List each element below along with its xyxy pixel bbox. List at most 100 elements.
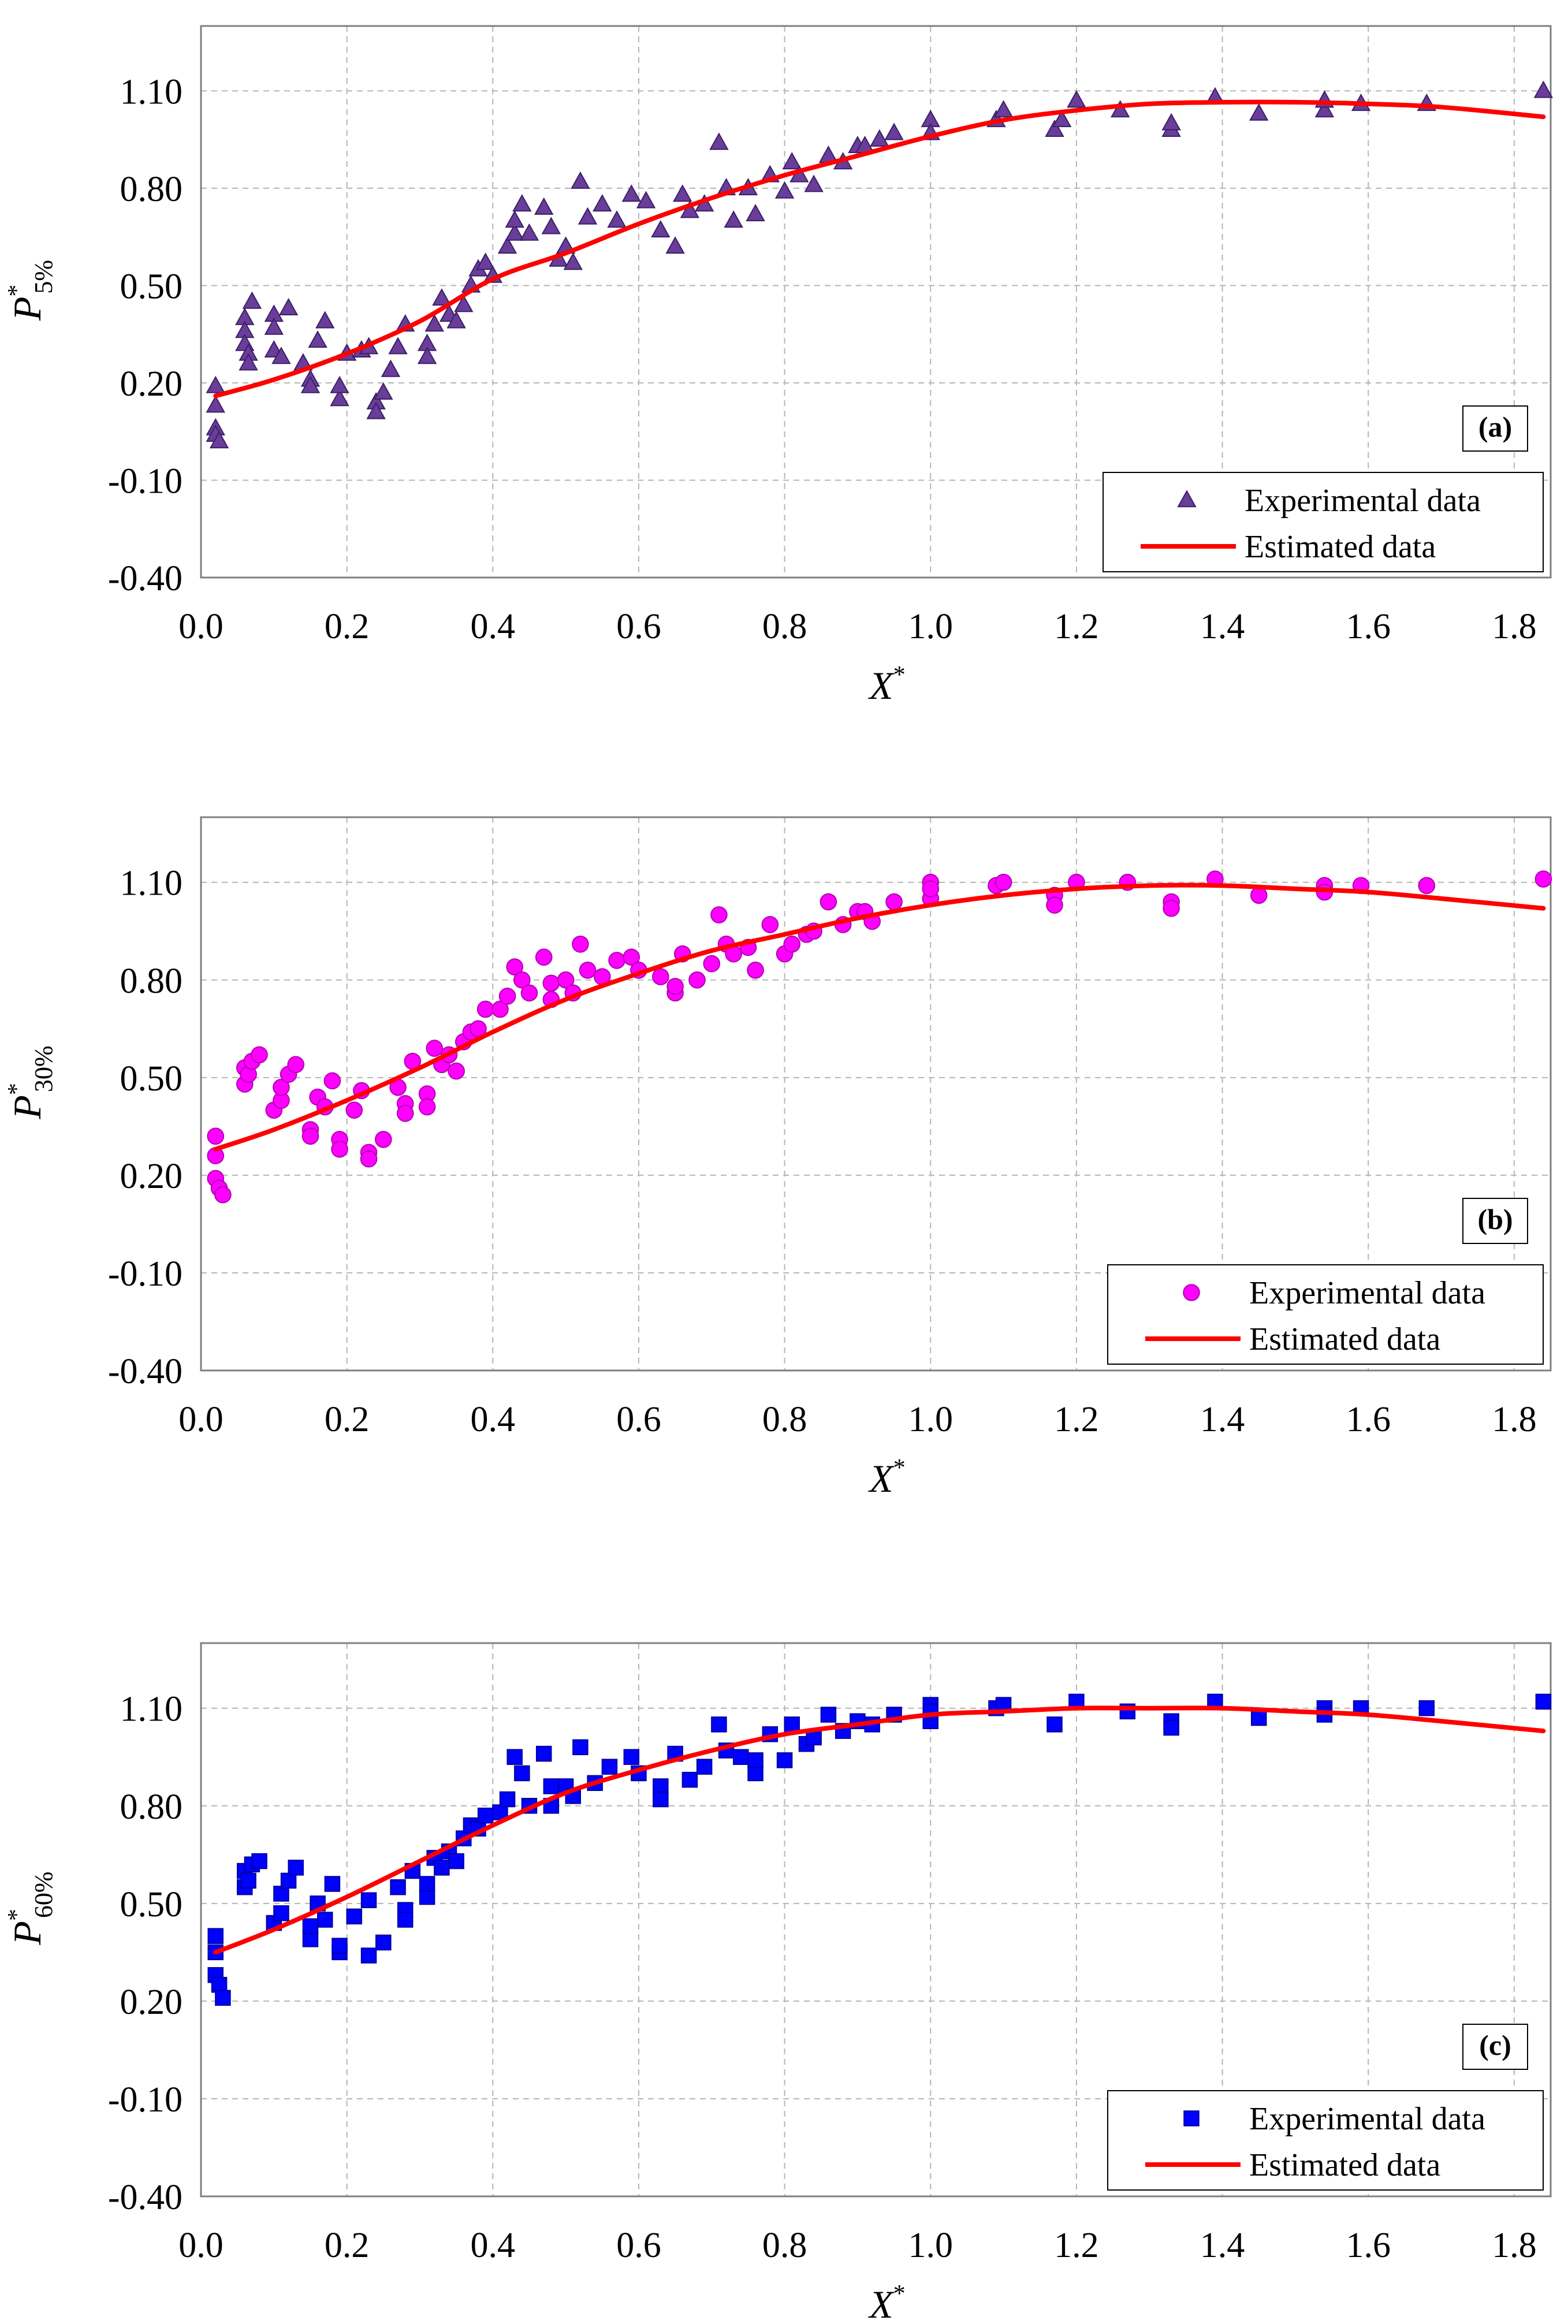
experimental-point [761, 916, 779, 933]
experimental-point [1161, 113, 1181, 131]
legend: Experimental data Estimated data [1107, 2090, 1544, 2191]
y-tick-label: 0.80 [120, 1787, 183, 1827]
experimental-point [623, 1749, 640, 1765]
experimental-point [514, 1765, 530, 1782]
x-axis-label-sup: * [893, 2281, 906, 2307]
x-tick-label: 1.6 [1346, 2226, 1391, 2265]
experimental-point [499, 1791, 516, 1808]
x-tick-label: 0.8 [762, 1400, 807, 1439]
legend-experimental-marker [1183, 2110, 1200, 2126]
x-tick-label: 0.4 [471, 1400, 516, 1439]
experimental-point [477, 1807, 494, 1824]
experimental-point [330, 389, 349, 407]
legend-box [1107, 2090, 1544, 2191]
x-tick-label: 0.6 [616, 1400, 661, 1439]
estimated-line [213, 1705, 1546, 1955]
experimental-point [332, 1938, 348, 1954]
experimental-point [434, 1860, 450, 1876]
experimental-point [381, 359, 401, 377]
experimental-point [397, 1912, 414, 1928]
legend-experimental-label: Experimental data [1249, 2101, 1485, 2137]
x-tick-label: 1.8 [1492, 607, 1537, 646]
x-tick-label: 1.4 [1200, 2226, 1245, 2265]
experimental-point [542, 974, 560, 992]
legend: Experimental data Estimated data [1107, 1264, 1544, 1365]
experimental-point [636, 191, 656, 208]
experimental-point [1535, 1693, 1552, 1710]
experimental-point [287, 1056, 305, 1074]
experimental-point [652, 968, 669, 985]
experimental-point [651, 220, 671, 238]
experimental-point [1250, 887, 1268, 904]
experimental-point [747, 1765, 763, 1782]
experimental-point [776, 1752, 793, 1768]
legend-experimental-marker [1177, 490, 1197, 508]
experimental-point [784, 1716, 800, 1733]
experimental-point [607, 210, 627, 228]
experimental-point [240, 1872, 256, 1889]
experimental-point [995, 873, 1012, 891]
experimental-point [273, 1078, 290, 1096]
x-tick-label: 0.4 [471, 607, 516, 646]
experimental-point [302, 1918, 319, 1935]
experimental-point [601, 1759, 618, 1775]
experimental-point [505, 210, 524, 228]
x-tick-label: 1.0 [908, 2226, 953, 2265]
experimental-point [366, 401, 386, 419]
experimental-point [207, 1127, 225, 1145]
experimental-series [206, 80, 1554, 449]
experimental-point [1046, 896, 1063, 914]
experimental-point [621, 184, 642, 202]
experimental-point [1046, 1716, 1063, 1733]
plot-area [200, 1642, 1552, 2198]
legend-experimental-marker [1183, 1284, 1200, 1301]
legend-estimated-label: Estimated data [1245, 529, 1436, 565]
experimental-point [653, 1791, 669, 1808]
experimental-point [666, 978, 684, 995]
experimental-point [747, 962, 764, 979]
y-axis-label-sup: * [3, 1909, 30, 1921]
panel-label-text: (b) [1477, 1203, 1513, 1235]
experimental-point [1067, 90, 1086, 108]
experimental-point [506, 1749, 523, 1765]
experimental-point [424, 314, 444, 332]
experimental-point [696, 1759, 713, 1775]
experimental-point [578, 207, 598, 225]
x-tick-label: 0.6 [616, 2226, 661, 2265]
experimental-point [345, 1101, 363, 1119]
experimental-point [711, 1716, 727, 1733]
experimental-point [1045, 119, 1064, 137]
experimental-point [623, 948, 640, 966]
x-axis-label: X* [867, 2281, 906, 2324]
y-tick-label: 1.10 [120, 1690, 183, 1729]
experimental-point [324, 1876, 341, 1892]
y-tick-label: -0.10 [108, 1254, 183, 1294]
experimental-point [680, 200, 700, 218]
experimental-point [448, 1062, 465, 1080]
y-tick-label: -0.40 [108, 2178, 183, 2217]
experimental-point [390, 1879, 406, 1895]
experimental-point [506, 958, 523, 976]
y-tick-label: 1.10 [120, 864, 183, 903]
x-tick-label: 1.2 [1054, 607, 1099, 646]
experimental-point [211, 1976, 228, 1993]
x-tick-label: 0.8 [762, 607, 807, 646]
y-axis-label-sup: * [3, 285, 30, 297]
plot-area [200, 25, 1552, 579]
y-tick-label: 0.50 [120, 1059, 183, 1098]
experimental-point [543, 1778, 560, 1794]
x-tick-label: 0.0 [178, 607, 224, 646]
experimental-point [419, 1876, 435, 1892]
experimental-point [360, 1947, 377, 1964]
experimental-point [572, 1739, 589, 1756]
y-axis-label: P*5% [3, 260, 58, 321]
experimental-point [541, 217, 561, 234]
experimental-point [665, 236, 685, 254]
y-axis-label: P*60% [3, 1871, 58, 1945]
x-tick-label: 0.8 [762, 2226, 807, 2265]
x-axis-label: X* [867, 1455, 906, 1500]
x-tick-label: 1.0 [908, 607, 953, 646]
experimental-point [513, 971, 531, 989]
legend: Experimental data Estimated data [1103, 472, 1544, 572]
experimental-point [512, 194, 532, 212]
